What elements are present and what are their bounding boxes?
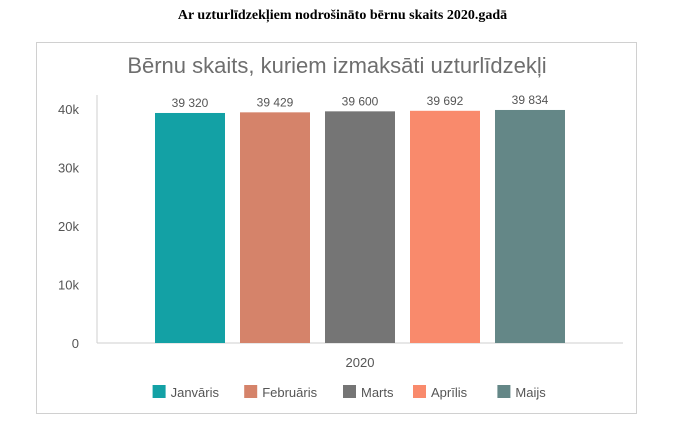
y-tick-label: 30k — [58, 161, 79, 176]
chart-frame: Bērnu skaits, kuriem izmaksāti uzturlīdz… — [36, 42, 637, 414]
y-tick-label: 0 — [72, 336, 79, 351]
legend-swatch-maijs — [497, 385, 511, 398]
legend-swatch-februāris — [244, 385, 258, 398]
bars: 39 320 39 429 39 600 39 692 39 834 2020 — [155, 93, 565, 370]
y-tick-label: 40k — [58, 102, 79, 117]
y-tick-label: 10k — [58, 278, 79, 293]
legend-label: Marts — [361, 385, 394, 400]
legend-label: Februāris — [262, 385, 317, 400]
page-title: Ar uzturlīdzekļiem nodrošināto bērnu ska… — [177, 8, 508, 23]
bar-februāris — [240, 112, 310, 343]
data-label: 39 834 — [512, 93, 549, 107]
y-tick-label: 20k — [58, 219, 79, 234]
legend-label: Maijs — [515, 385, 546, 400]
legend: Janvāris Februāris Marts Aprīlis Maijs — [152, 385, 546, 400]
data-label: 39 692 — [427, 94, 464, 108]
data-label: 39 429 — [257, 95, 294, 109]
bar-marts — [325, 111, 395, 343]
bar-aprīlis — [410, 110, 480, 343]
chart-title: Bērnu skaits, kuriem izmaksāti uzturlīdz… — [127, 53, 546, 78]
legend-swatch-janvāris — [152, 385, 166, 398]
legend-swatch-marts — [343, 385, 356, 398]
bar-maijs — [495, 109, 565, 343]
legend-swatch-aprīlis — [413, 385, 426, 398]
bar-janvāris — [155, 112, 225, 343]
legend-label: Aprīlis — [431, 385, 468, 400]
bar-chart: Bērnu skaits, kuriem izmaksāti uzturlīdz… — [58, 53, 623, 400]
legend-label: Janvāris — [171, 385, 220, 400]
x-category-label: 2020 — [346, 355, 375, 370]
data-label: 39 320 — [172, 96, 209, 110]
data-label: 39 600 — [342, 94, 379, 108]
